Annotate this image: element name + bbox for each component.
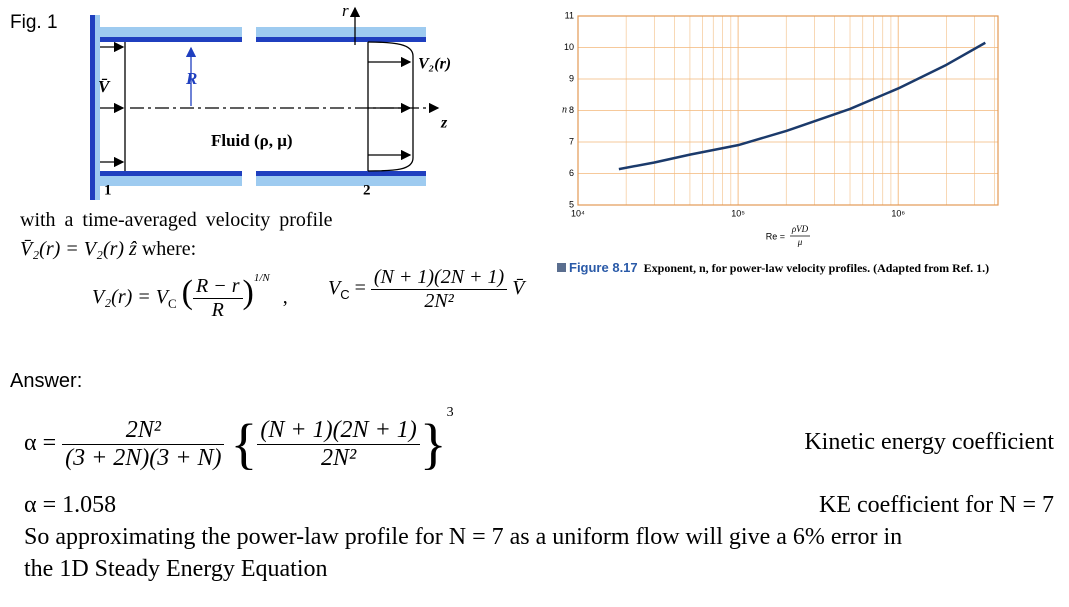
eq-sub: C — [340, 287, 350, 303]
label-v-bar: V̄ — [98, 77, 111, 96]
y-tick-label: 5 — [569, 199, 574, 209]
y-tick-label: 8 — [569, 105, 574, 115]
label-r: r — [342, 1, 349, 20]
eq-lhs: V₂(r) = V — [92, 286, 168, 308]
label-v2: V₂(r) — [418, 56, 451, 73]
eq-lhs: V — [328, 277, 341, 300]
eq-num: (N + 1)(2N + 1) — [370, 266, 508, 290]
y-tick-label: 11 — [565, 10, 574, 20]
eq-exp: 1/N — [253, 272, 270, 284]
figure-label: Fig. 1 — [10, 12, 58, 33]
x-tick-label: 10⁵ — [731, 208, 745, 218]
x-tick-label: 10⁶ — [891, 208, 905, 218]
data-line — [618, 41, 986, 171]
label-z: z — [440, 115, 448, 132]
y-axis-label: n — [562, 104, 567, 115]
flow-arrows — [100, 6, 440, 172]
eq-den: 2N² — [320, 444, 357, 471]
x-tick-label: 10⁴ — [571, 208, 585, 218]
alpha-label: Kinetic energy coefficient — [804, 429, 1054, 455]
chart: n Re = ρVD μ 5 6 7 8 9 10 11 10⁴ 10⁵ 10⁶ — [562, 10, 999, 247]
pipe-walls — [90, 15, 426, 200]
eq-sign: = — [354, 277, 366, 300]
conclusion: the 1D Steady Energy Equation — [24, 556, 328, 582]
conclusion: So approximating the power-law profile f… — [24, 524, 903, 550]
y-tick-label: 6 — [569, 168, 574, 178]
eq-vc: VC = (N + 1)(2N + 1) 2N² V̄ — [328, 266, 524, 313]
y-tick-label: 7 — [569, 136, 574, 146]
caption: Figure 8.17 Exponent, n, for power-law v… — [557, 260, 1027, 276]
alpha-value: α = 1.058 — [24, 492, 117, 518]
eq-num: R − r — [193, 275, 243, 299]
label-R: R — [185, 69, 197, 88]
alpha-eq: α = 2N² (3 + 2N)(3 + N) {(N + 1)(2N + 1) 2… — [24, 405, 454, 476]
eq-den: R — [211, 298, 224, 321]
answer-heading: Answer: — [10, 370, 83, 392]
x-axis-label-den: μ — [797, 237, 803, 247]
label-section-1: 1 — [104, 182, 112, 198]
y-tick-label: 10 — [564, 42, 574, 52]
value-label: KE coefficient for N = 7 — [818, 492, 1054, 518]
eq-exp: 3 — [446, 405, 454, 420]
plot-frame — [577, 15, 999, 206]
pipe-diagram: r R V̄ V₂(r) z Fluid (ρ, μ) 1 2 — [90, 1, 451, 200]
x-axis-label: Re = — [766, 231, 785, 241]
eq-lhs: α = — [24, 430, 57, 456]
eq-num: 2N² — [62, 417, 225, 445]
vector-eq: V̄₂(r) = V₂(r) ẑ — [20, 238, 137, 260]
y-tick-label: 9 — [569, 73, 574, 83]
eq-tail: V̄ — [512, 277, 525, 300]
eq-v2: V₂(r) = VC (R − r R)1/N , — [92, 272, 288, 321]
eq-num: (N + 1)(2N + 1) — [257, 417, 420, 445]
eq-sub: C — [168, 296, 177, 311]
eq-tail: , — [282, 286, 288, 308]
intro-text: with a time-averaged velocity profile — [20, 209, 333, 231]
intro-line: V̄₂(r) = V₂(r) ẑ where: — [20, 238, 196, 261]
caption-text: Exponent, n, for power-law velocity prof… — [643, 261, 990, 275]
eq-den: 2N² — [424, 290, 454, 312]
where: where: — [141, 238, 197, 260]
caption-label: Figure 8.17 — [569, 260, 638, 275]
label-section-2: 2 — [363, 182, 371, 198]
eq-den: (3 + 2N)(3 + N) — [65, 444, 222, 471]
label-fluid: Fluid (ρ, μ) — [211, 131, 293, 150]
x-axis-label-num: ρVD — [791, 224, 809, 234]
